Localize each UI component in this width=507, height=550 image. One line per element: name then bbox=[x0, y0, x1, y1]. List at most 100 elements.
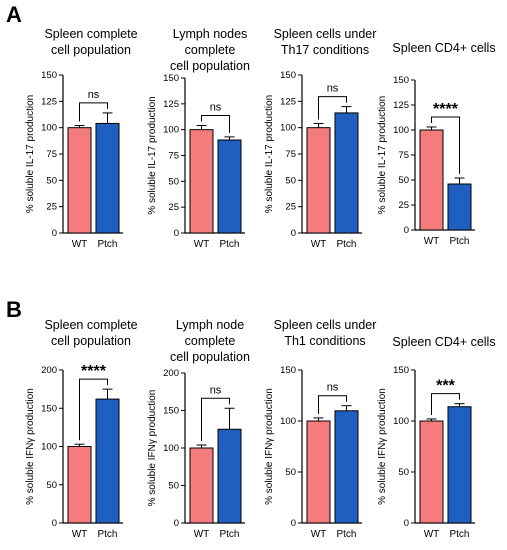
chart-8: 0 50 100 150 % soluble IFNγ production WT Ptch… bbox=[377, 365, 475, 540]
y-axis-label: % soluble IL-17 production bbox=[25, 95, 36, 213]
chart-1: 0 25 50 75 100 125 150 % soluble IL-17 producti… bbox=[25, 70, 123, 250]
bar-ptch bbox=[334, 410, 359, 524]
chart-title-a4: Spleen CD4+ cells bbox=[392, 41, 496, 55]
x-tick-label: Ptch bbox=[336, 529, 356, 540]
bar-wt bbox=[67, 446, 92, 524]
y-tick-label: 50 bbox=[398, 467, 409, 478]
significance-bracket bbox=[79, 102, 108, 122]
significance-bracket bbox=[431, 116, 460, 174]
x-tick-label: WT bbox=[311, 529, 327, 540]
bar-ptch bbox=[95, 122, 120, 234]
chart-title-a2: Lymph nodes complete cell population bbox=[170, 27, 250, 73]
bar-wt bbox=[189, 447, 214, 524]
y-tick-label: 125 bbox=[393, 100, 409, 111]
y-tick-label: 0 bbox=[404, 225, 409, 236]
significance-bracket bbox=[79, 378, 108, 441]
significance-bracket bbox=[318, 96, 347, 120]
bar-ptch bbox=[447, 183, 472, 231]
y-tick-label: 25 bbox=[46, 202, 57, 213]
significance-label: *** bbox=[436, 378, 455, 395]
panel-letter-b: B bbox=[6, 297, 22, 322]
bar-wt bbox=[189, 129, 214, 234]
significance-bracket bbox=[318, 395, 347, 414]
y-axis-label: % soluble IFNγ production bbox=[377, 388, 388, 505]
y-tick-label: 100 bbox=[393, 416, 409, 427]
y-tick-label: 0 bbox=[291, 518, 296, 529]
chart-7: 0 50 100 150 % soluble IFNγ production WT Ptch… bbox=[264, 365, 362, 540]
y-axis-label: % soluble IL-17 production bbox=[264, 95, 275, 213]
bar-ptch bbox=[447, 406, 472, 524]
y-tick-label: 150 bbox=[41, 70, 57, 81]
significance-label: ns bbox=[88, 89, 100, 101]
y-tick-label: 100 bbox=[163, 125, 179, 136]
bar-wt bbox=[306, 127, 331, 234]
y-axis-label: % soluble IL-17 production bbox=[377, 96, 388, 214]
x-tick-label: WT bbox=[72, 529, 88, 540]
y-tick-label: 200 bbox=[163, 368, 179, 379]
y-tick-label: 75 bbox=[398, 150, 409, 161]
y-tick-label: 25 bbox=[285, 202, 296, 213]
significance-label: ns bbox=[327, 382, 339, 394]
y-tick-label: 150 bbox=[280, 70, 296, 81]
chart-title-a3: Spleen cells under Th17 conditions bbox=[273, 27, 377, 57]
x-tick-label: Ptch bbox=[219, 239, 239, 250]
y-tick-label: 150 bbox=[280, 365, 296, 376]
bar-ptch bbox=[334, 112, 359, 234]
y-tick-label: 150 bbox=[163, 406, 179, 417]
chart-5: 0 50 100 150 200 % soluble IFNγ production WT P… bbox=[25, 363, 123, 540]
y-tick-label: 100 bbox=[163, 443, 179, 454]
chart-title-a1: Spleen complete cell population bbox=[44, 27, 138, 57]
y-tick-label: 125 bbox=[41, 96, 57, 107]
significance-bracket bbox=[201, 115, 230, 133]
x-tick-label: WT bbox=[424, 529, 440, 540]
significance-bracket bbox=[201, 397, 230, 441]
y-tick-label: 200 bbox=[41, 365, 57, 376]
y-tick-label: 50 bbox=[46, 175, 57, 186]
y-tick-label: 100 bbox=[393, 125, 409, 136]
y-tick-label: 100 bbox=[280, 123, 296, 134]
y-tick-label: 0 bbox=[52, 228, 57, 239]
y-axis-label: % soluble IL-17 production bbox=[147, 96, 158, 214]
significance-label: ns bbox=[327, 83, 339, 95]
y-tick-label: 50 bbox=[168, 481, 179, 492]
significance-label: ns bbox=[210, 102, 222, 114]
y-tick-label: 0 bbox=[404, 518, 409, 529]
bar-wt bbox=[419, 129, 444, 231]
bar-wt bbox=[67, 127, 92, 234]
y-tick-label: 25 bbox=[168, 202, 179, 213]
y-tick-label: 50 bbox=[46, 480, 57, 491]
y-tick-label: 150 bbox=[393, 365, 409, 376]
chart-4: 0 25 50 75 100 125 150 % soluble IL-17 producti… bbox=[377, 75, 475, 247]
chart-3: 0 25 50 75 100 125 150 % soluble IL-17 producti… bbox=[264, 70, 362, 250]
y-tick-label: 0 bbox=[174, 518, 179, 529]
y-tick-label: 50 bbox=[168, 176, 179, 187]
bar-ptch bbox=[217, 428, 242, 524]
y-tick-label: 0 bbox=[174, 228, 179, 239]
y-axis-label: % soluble IFNγ production bbox=[147, 390, 158, 507]
significance-label: **** bbox=[433, 101, 459, 118]
x-tick-label: WT bbox=[194, 529, 210, 540]
chart-title-b3: Spleen cells under Th1 conditions bbox=[273, 318, 377, 348]
bar-wt bbox=[419, 420, 444, 524]
y-tick-label: 125 bbox=[163, 99, 179, 110]
chart-2: 0 25 50 75 100 125 150 % soluble IL-17 producti… bbox=[147, 73, 245, 250]
x-tick-label: Ptch bbox=[449, 236, 469, 247]
y-tick-label: 150 bbox=[393, 75, 409, 86]
x-tick-label: Ptch bbox=[97, 239, 117, 250]
y-tick-label: 75 bbox=[46, 149, 57, 160]
x-tick-label: WT bbox=[194, 239, 210, 250]
y-tick-label: 50 bbox=[398, 175, 409, 186]
chart-title-b4: Spleen CD4+ cells bbox=[392, 335, 496, 349]
chart-6: 0 50 100 150 200 % soluble IFNγ production WT P… bbox=[147, 368, 245, 540]
y-tick-label: 50 bbox=[285, 175, 296, 186]
y-tick-label: 150 bbox=[41, 403, 57, 414]
y-axis-label: % soluble IFNγ production bbox=[25, 388, 36, 505]
bar-ptch bbox=[95, 398, 120, 524]
x-tick-label: WT bbox=[311, 239, 327, 250]
x-tick-label: Ptch bbox=[449, 529, 469, 540]
y-tick-label: 150 bbox=[163, 73, 179, 84]
y-tick-label: 75 bbox=[168, 151, 179, 162]
chart-title-b2: Lymph node complete cell population bbox=[170, 318, 250, 364]
